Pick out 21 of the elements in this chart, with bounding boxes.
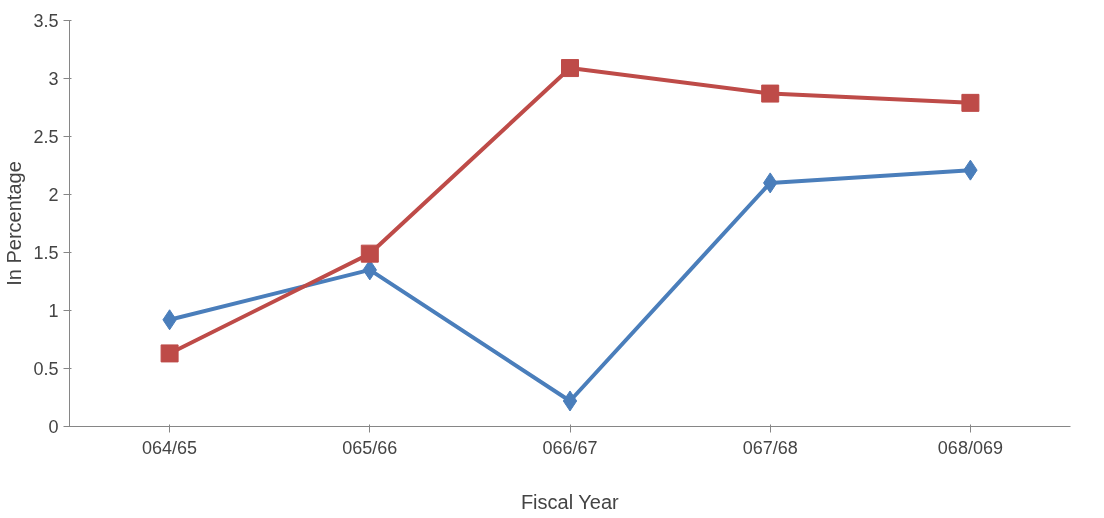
point — [761, 84, 780, 103]
y-tick-label: 1.5 — [33, 243, 59, 263]
y-tick-label: 0 — [48, 417, 59, 437]
y-tick-label: 3 — [48, 69, 59, 89]
x-tick-label: 068/069 — [937, 437, 1003, 458]
x-tick-label: 065/66 — [342, 437, 398, 458]
x-tick-label: 064/65 — [142, 437, 198, 458]
x-tick-label: 067/68 — [742, 437, 798, 458]
point — [160, 344, 179, 363]
point — [961, 93, 980, 112]
y-tick-label: 2.5 — [33, 127, 59, 147]
point — [562, 390, 578, 412]
y-axis-title: In Percentage — [3, 161, 26, 286]
x-axis-title: Fiscal Year — [520, 490, 620, 513]
x-tick-label: 066/67 — [542, 437, 598, 458]
point — [360, 244, 379, 263]
y-tick-label: 2 — [48, 185, 59, 205]
y-tick-label: 0.5 — [33, 359, 59, 379]
y-tick-label: 3.5 — [33, 11, 59, 31]
point — [561, 59, 579, 78]
y-tick-label: 1 — [48, 301, 59, 321]
